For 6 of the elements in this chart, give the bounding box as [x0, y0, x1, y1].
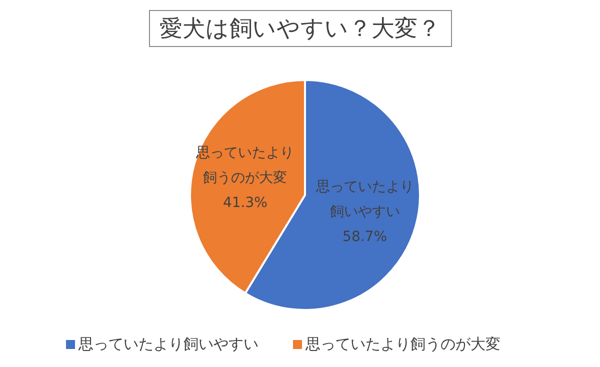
chart-title: 愛犬は飼いやすい？大変？ [148, 10, 452, 47]
legend-label: 思っていたより飼いやすい [78, 335, 258, 353]
data-label: 41.3% [222, 195, 268, 212]
slice-label: 思っていたより飼いやすい [314, 178, 414, 220]
legend-label: 思っていたより飼うのが大変 [306, 335, 500, 353]
data-label: 58.7% [342, 228, 388, 245]
